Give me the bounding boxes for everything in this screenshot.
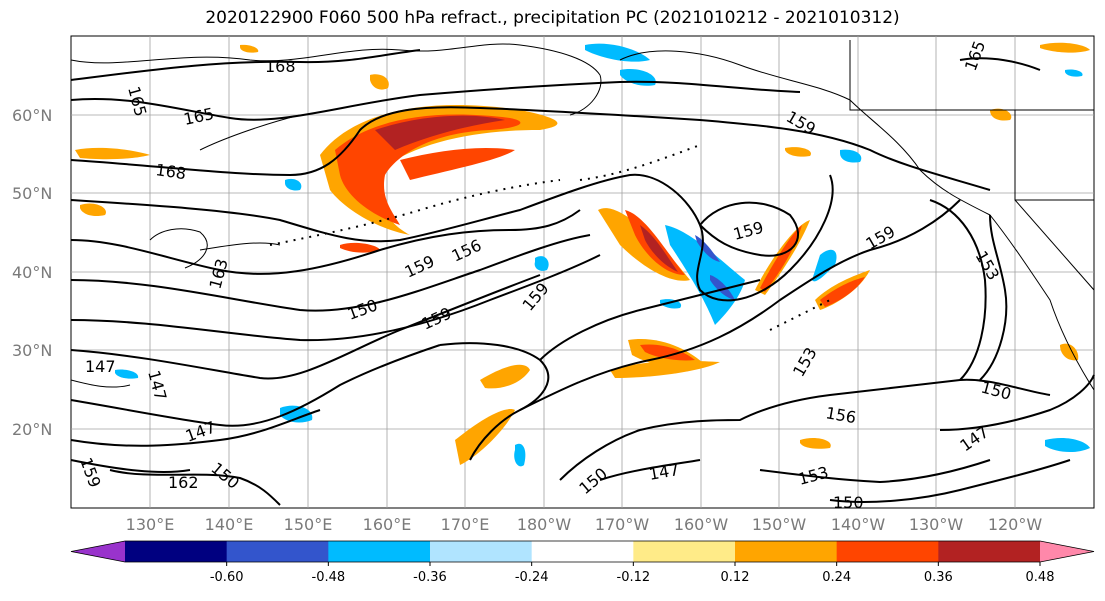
lon-label: 130°E bbox=[126, 515, 175, 534]
colorbar-tick-label: 0.48 bbox=[1026, 570, 1055, 585]
lon-label: 140°E bbox=[205, 515, 254, 534]
colorbar-segment bbox=[938, 541, 1041, 562]
contour-label: 150 bbox=[833, 493, 864, 512]
longitude-labels: 130°E 140°E 150°E 160°E 170°E 180°W 170°… bbox=[126, 515, 1043, 534]
colorbar-outline bbox=[70, 540, 1095, 563]
colorbar-tick-label: -0.12 bbox=[617, 570, 651, 585]
colorbar-segment bbox=[735, 541, 838, 562]
lat-label: 30°N bbox=[12, 341, 52, 360]
lat-label: 40°N bbox=[12, 263, 52, 282]
lon-label: 140°W bbox=[831, 515, 886, 534]
colorbar-tick-label: 0.24 bbox=[822, 570, 851, 585]
height-contours bbox=[70, 49, 1095, 506]
jet-axis-dotted bbox=[269, 144, 831, 331]
colorbar-segment bbox=[633, 541, 736, 562]
colorbar-segment bbox=[125, 541, 228, 562]
contour-label: 168 bbox=[265, 57, 296, 76]
lon-label: 130°W bbox=[909, 515, 964, 534]
lon-label: 150°E bbox=[284, 515, 333, 534]
colorbar-extend-high bbox=[1040, 541, 1094, 562]
colorbar-tick-label: -0.60 bbox=[210, 570, 244, 585]
lon-label: 120°W bbox=[988, 515, 1043, 534]
colorbar-tick-label: -0.48 bbox=[312, 570, 346, 585]
contour-label: 162 bbox=[168, 473, 199, 492]
coastlines bbox=[70, 40, 1095, 391]
lon-label: 160°E bbox=[363, 515, 412, 534]
lon-label: 180°W bbox=[517, 515, 572, 534]
lon-label: 150°W bbox=[752, 515, 807, 534]
colorbar-segment bbox=[328, 541, 431, 562]
lat-label: 60°N bbox=[12, 106, 52, 125]
colorbar-segment bbox=[430, 541, 533, 562]
colorbar-tick-label: -0.36 bbox=[413, 570, 447, 585]
colorbar-tick-label: 0.12 bbox=[721, 570, 750, 585]
map-panel: 165 168 165 168 163 159 156 150 159 159 … bbox=[70, 35, 1095, 512]
map-title: 2020122900 F060 500 hPa refract., precip… bbox=[205, 8, 900, 28]
contour-label: 147 bbox=[85, 357, 116, 376]
colorbar-segment bbox=[226, 541, 329, 562]
lat-label: 20°N bbox=[12, 420, 52, 439]
colorbar-tick-label: -0.24 bbox=[515, 570, 549, 585]
latitude-labels: 60°N 50°N 40°N 30°N 20°N bbox=[12, 106, 52, 439]
lat-label: 50°N bbox=[12, 184, 52, 203]
colorbar-tick-label: 0.36 bbox=[924, 570, 953, 585]
colorbar-segment bbox=[836, 541, 939, 562]
lon-label: 160°W bbox=[674, 515, 729, 534]
contour-label: 168 bbox=[154, 160, 187, 183]
colorbar-segment bbox=[531, 541, 634, 562]
lon-label: 170°W bbox=[595, 515, 650, 534]
lon-label: 170°E bbox=[441, 515, 490, 534]
colorbar-extend-low bbox=[71, 541, 125, 562]
colorbar: -0.60 -0.48 -0.36 -0.24 -0.12 0.12 0.24 0.36 0.4… bbox=[70, 540, 1095, 585]
